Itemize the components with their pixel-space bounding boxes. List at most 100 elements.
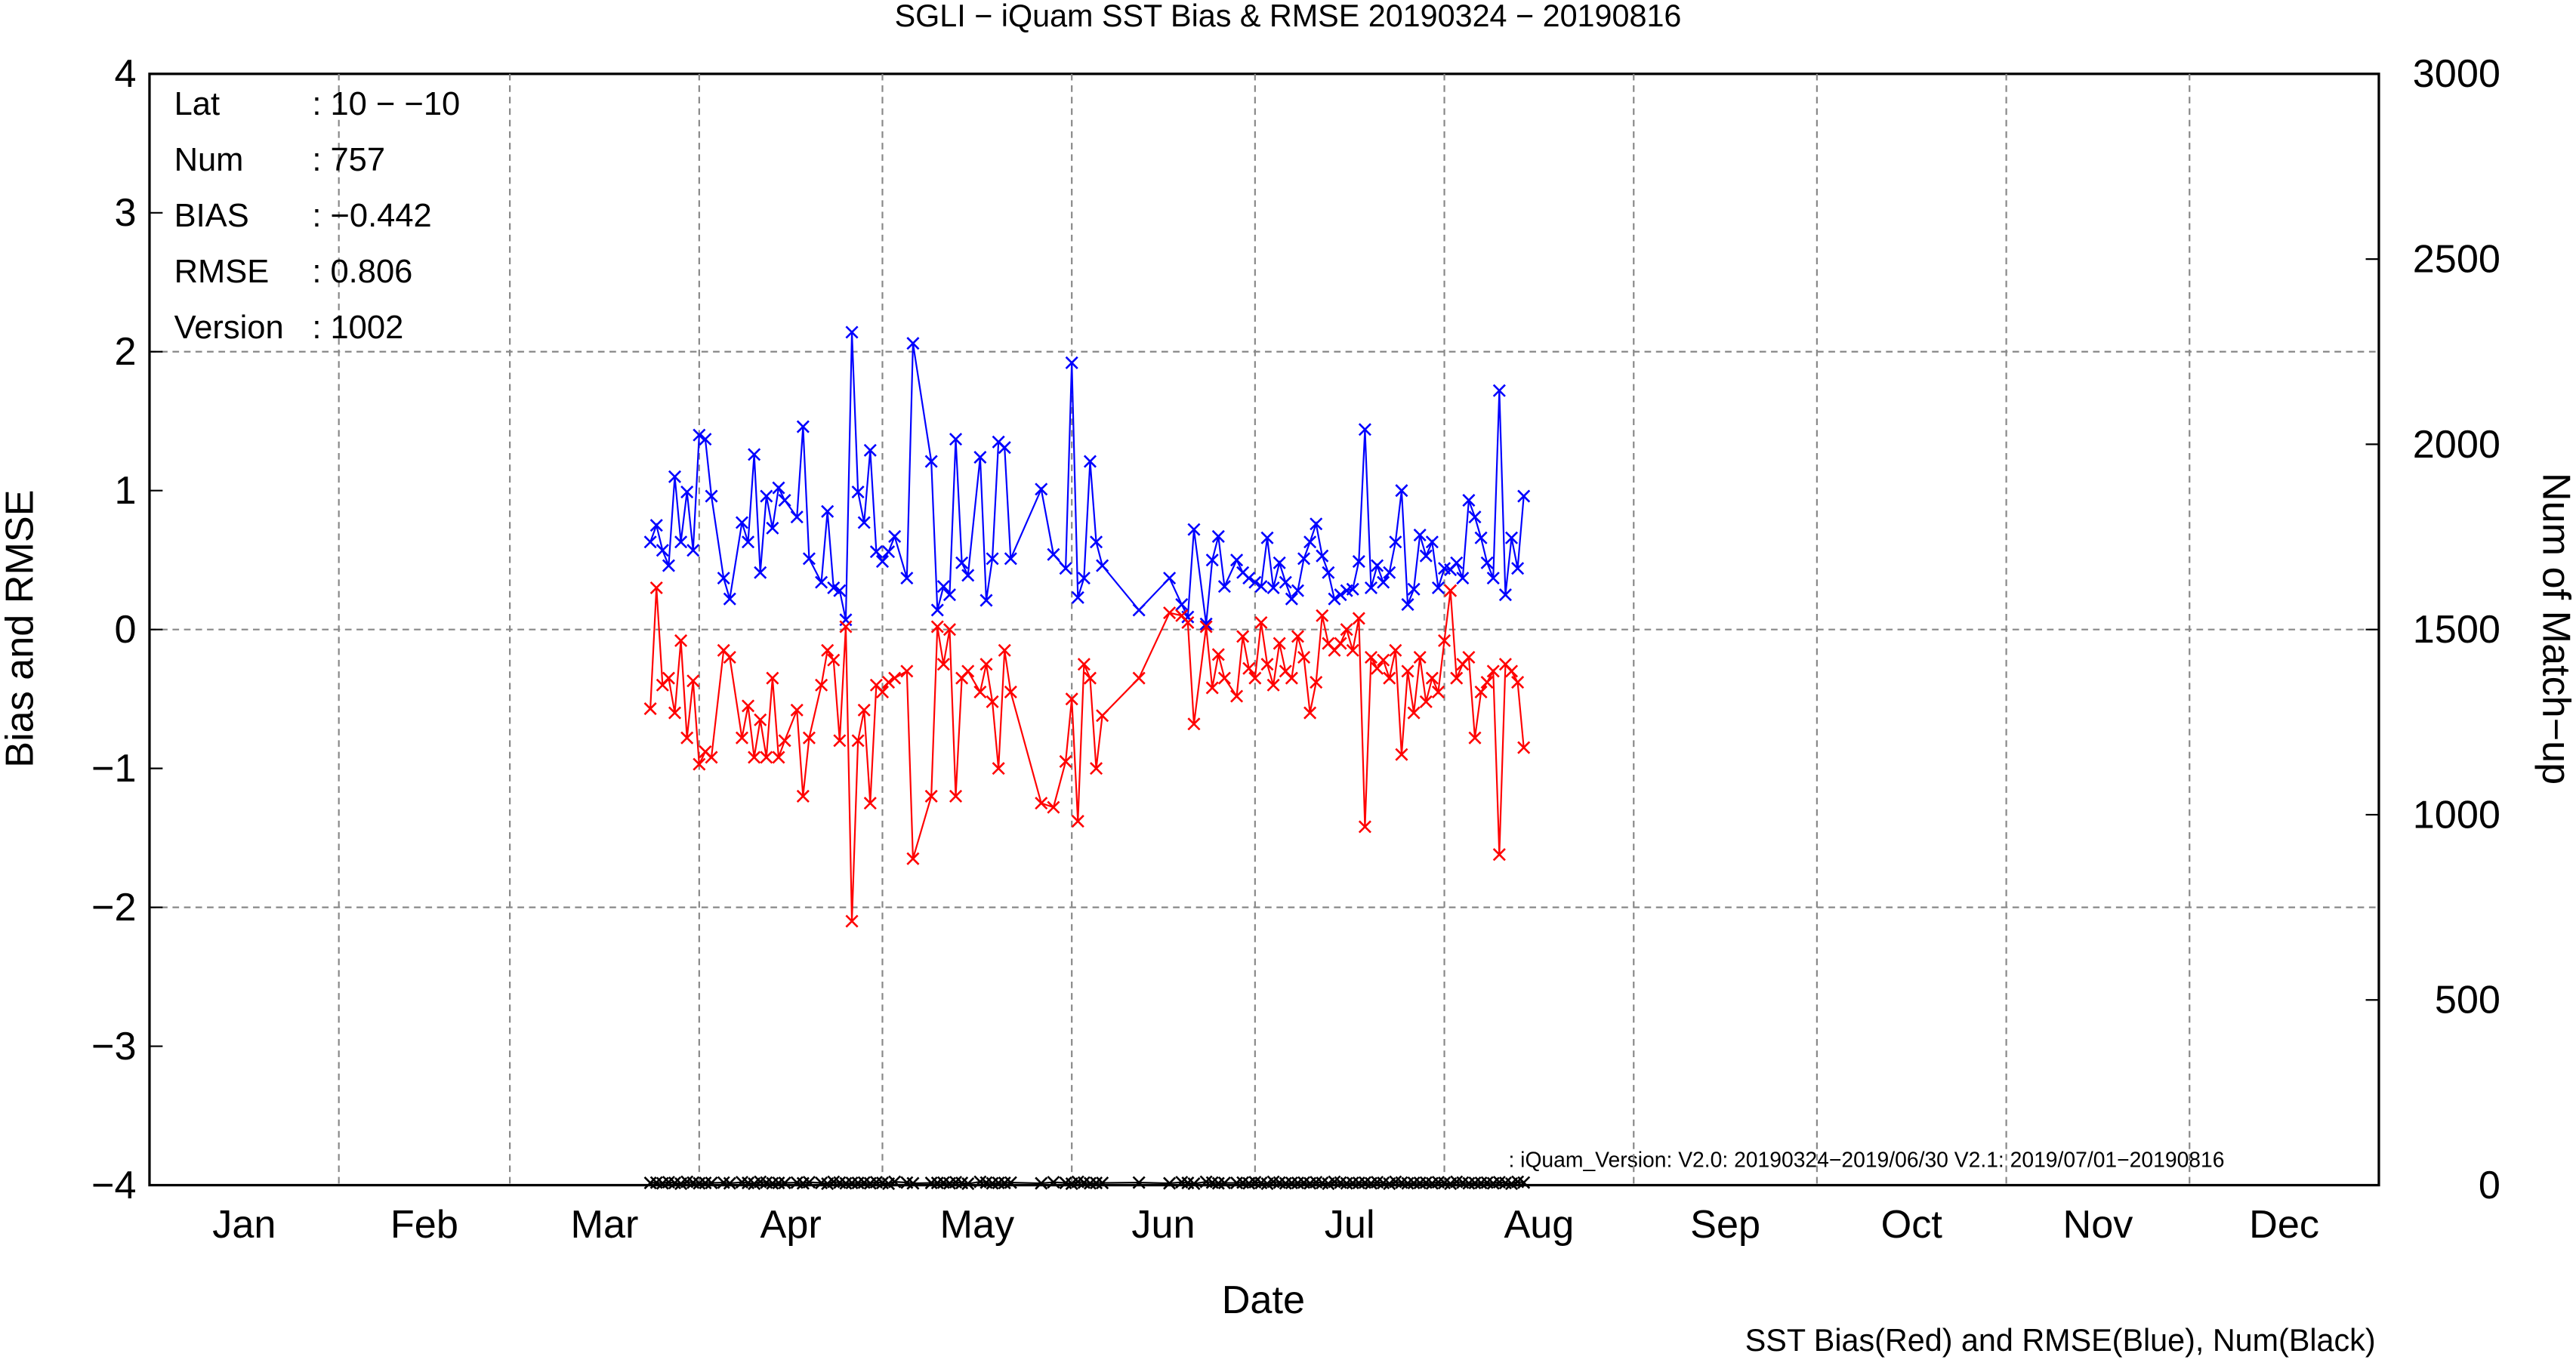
series-marker bbox=[863, 443, 877, 457]
series-marker bbox=[1230, 553, 1244, 567]
series-marker bbox=[1395, 484, 1408, 498]
series-marker bbox=[778, 494, 791, 507]
series-marker bbox=[821, 504, 835, 518]
x-axis-label: Date bbox=[1222, 1278, 1305, 1322]
series-marker bbox=[857, 516, 871, 529]
series-marker bbox=[686, 674, 700, 688]
series-marker bbox=[882, 676, 896, 689]
series-marker bbox=[973, 451, 987, 464]
series-marker bbox=[1163, 1176, 1177, 1190]
series-marker bbox=[1504, 664, 1519, 678]
series-marker bbox=[1065, 692, 1078, 706]
y-tick-label: 0 bbox=[115, 608, 137, 652]
series-marker bbox=[888, 529, 902, 543]
series-marker bbox=[1285, 671, 1298, 685]
series-marker bbox=[815, 575, 828, 589]
series-marker bbox=[1077, 572, 1091, 585]
series-marker bbox=[1217, 1176, 1231, 1190]
series-marker bbox=[1322, 566, 1335, 579]
series-marker bbox=[949, 433, 963, 446]
chart-title: SGLI − iQuam SST Bias & RMSE 20190324 − … bbox=[895, 0, 1682, 33]
legend-note: SST Bias(Red) and RMSE(Blue), Num(Black) bbox=[1745, 1323, 2376, 1358]
series-marker bbox=[979, 594, 993, 607]
series-marker bbox=[1163, 572, 1177, 585]
series-marker bbox=[1071, 815, 1084, 828]
series-marker bbox=[1310, 676, 1323, 689]
series-marker bbox=[796, 420, 810, 433]
series-marker bbox=[1047, 800, 1060, 814]
series-marker bbox=[760, 489, 773, 503]
series-marker bbox=[1334, 637, 1347, 650]
series-marker bbox=[802, 1176, 816, 1189]
info-value: : 10 − −10 bbox=[312, 86, 460, 122]
series-marker bbox=[1047, 1176, 1060, 1189]
series-marker bbox=[1407, 582, 1421, 596]
y2-tick-label: 0 bbox=[2479, 1164, 2500, 1207]
series-marker bbox=[986, 695, 999, 708]
x-tick-label: May bbox=[940, 1203, 1015, 1247]
x-tick-label: Dec bbox=[2249, 1203, 2319, 1247]
x-tick-label: Oct bbox=[1881, 1203, 1943, 1247]
series-marker bbox=[992, 1176, 1005, 1190]
series-marker bbox=[1035, 1176, 1048, 1190]
x-tick-label: Sep bbox=[1690, 1203, 1760, 1247]
series-marker bbox=[1517, 489, 1531, 503]
series-marker bbox=[906, 337, 920, 350]
series-marker bbox=[1077, 658, 1091, 671]
series-marker bbox=[1383, 671, 1396, 685]
series-marker bbox=[882, 545, 896, 559]
series-marker bbox=[1035, 483, 1048, 496]
series-marker bbox=[1285, 1176, 1298, 1190]
series-marker bbox=[906, 852, 920, 865]
series-marker bbox=[742, 535, 755, 549]
y-tick-label: −4 bbox=[91, 1164, 137, 1207]
series-marker bbox=[1266, 581, 1280, 595]
series-marker bbox=[1462, 494, 1476, 507]
series-marker bbox=[1205, 681, 1219, 695]
series-marker bbox=[649, 519, 663, 532]
series-marker bbox=[1303, 535, 1317, 549]
series-marker bbox=[942, 588, 956, 602]
series-marker bbox=[766, 671, 779, 685]
series-marker bbox=[851, 486, 865, 499]
series-marker bbox=[778, 1176, 791, 1190]
series-marker bbox=[961, 569, 975, 582]
series-marker bbox=[1480, 556, 1494, 569]
series-marker bbox=[1254, 580, 1268, 594]
series-marker bbox=[1346, 582, 1359, 596]
y2-tick-label: 2500 bbox=[2413, 238, 2500, 282]
series-marker bbox=[1260, 658, 1274, 671]
x-tick-label: Jun bbox=[1131, 1203, 1195, 1247]
x-tick-label: Nov bbox=[2062, 1203, 2133, 1247]
info-label: BIAS bbox=[174, 198, 249, 234]
series-marker bbox=[772, 751, 785, 764]
series-marker bbox=[1065, 356, 1078, 369]
series-marker bbox=[1004, 685, 1017, 698]
y-tick-label: 1 bbox=[115, 469, 137, 513]
series-marker bbox=[802, 731, 816, 745]
series-marker bbox=[1474, 685, 1488, 698]
series-marker bbox=[693, 757, 706, 771]
series-marker bbox=[649, 581, 663, 595]
series-marker bbox=[821, 643, 835, 657]
series-marker bbox=[1450, 671, 1464, 685]
series-marker bbox=[1438, 634, 1452, 647]
series-marker bbox=[1211, 648, 1225, 661]
series-marker bbox=[1407, 1176, 1421, 1190]
series-line bbox=[649, 331, 1525, 624]
series-marker bbox=[815, 678, 828, 692]
series-marker bbox=[1230, 689, 1244, 703]
y2-tick-label: 1500 bbox=[2413, 608, 2500, 652]
series-marker bbox=[863, 797, 877, 810]
series-marker bbox=[1389, 643, 1402, 657]
series-marker bbox=[643, 702, 657, 716]
series-marker bbox=[930, 603, 944, 617]
series-marker bbox=[772, 481, 785, 495]
series-marker bbox=[888, 1175, 902, 1189]
series-marker bbox=[748, 448, 761, 461]
series-marker bbox=[1358, 423, 1371, 436]
series-marker bbox=[1199, 620, 1213, 634]
series-marker bbox=[1468, 731, 1482, 745]
x-tick-label: Jul bbox=[1325, 1203, 1375, 1247]
series-line bbox=[649, 587, 1525, 922]
